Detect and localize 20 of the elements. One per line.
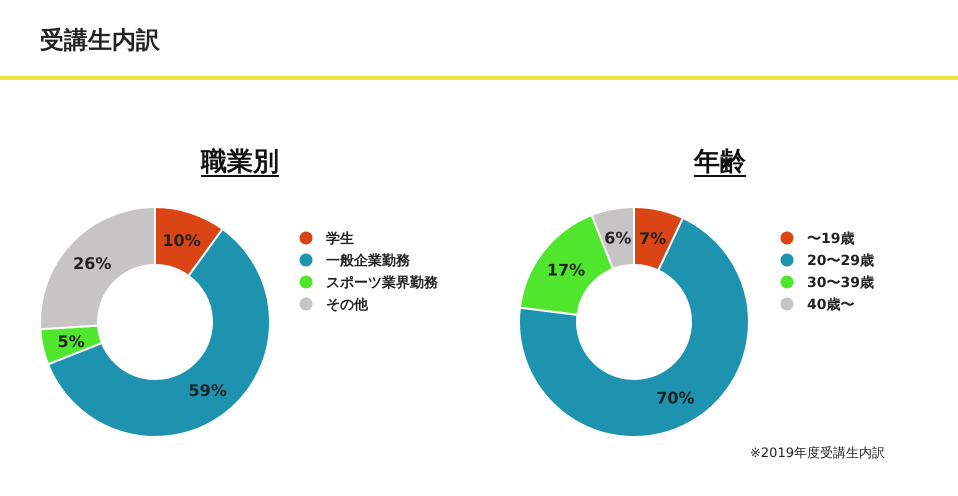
data-label: 7%: [639, 229, 666, 248]
legend-label: 20〜29歳: [807, 253, 874, 269]
legend-label: 30〜39歳: [807, 275, 874, 291]
text: ※2019年度受講生内訳: [750, 445, 885, 461]
data-label: 6%: [604, 228, 632, 248]
data-label: 59%: [188, 380, 227, 400]
data-label: 70%: [656, 388, 695, 408]
data-label: 17%: [546, 260, 586, 280]
chart-title: 職業別: [200, 147, 279, 177]
chart-title: 年齢: [693, 147, 747, 177]
legend-label: 〜19歳: [807, 231, 854, 247]
legend-label: 40歳〜: [807, 297, 854, 313]
legend-label: スポーツ業界勤務: [326, 275, 439, 291]
data-label: 26%: [73, 254, 112, 274]
legend-label: 一般企業勤務: [326, 253, 411, 269]
data-label: 10%: [162, 231, 201, 250]
data-label: 5%: [57, 332, 85, 351]
legend-label: その他: [326, 297, 369, 313]
legend-label: 学生: [326, 231, 354, 247]
text: 受講生内訳: [40, 26, 161, 54]
